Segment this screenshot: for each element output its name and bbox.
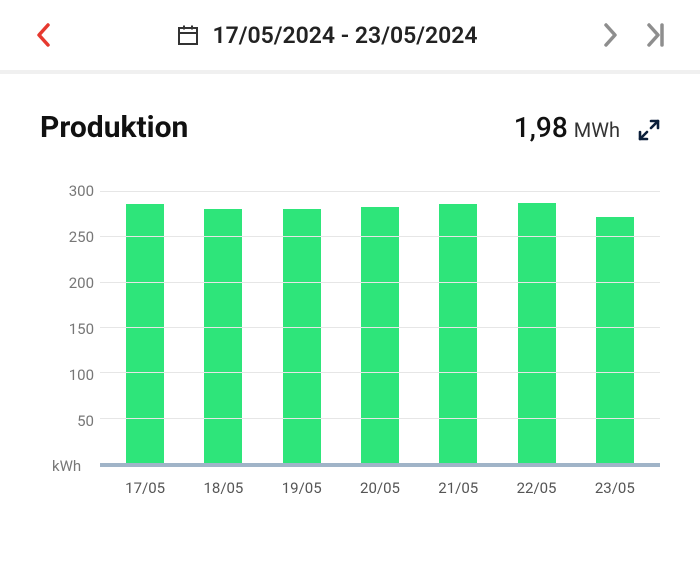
chart-plot-area bbox=[100, 173, 660, 467]
chart-y-tick-label: 100 bbox=[52, 366, 94, 384]
chart-y-tick-label: 50 bbox=[52, 412, 94, 430]
chart-gridline bbox=[100, 418, 660, 419]
chart-bar[interactable] bbox=[283, 209, 321, 463]
panel-title-row: Produktion 1,98 MWh bbox=[40, 110, 660, 145]
chart-bar[interactable] bbox=[126, 204, 164, 463]
production-panel: Produktion 1,98 MWh 50 100 150 200 250 300 kW… bbox=[0, 74, 700, 523]
expand-button[interactable] bbox=[638, 119, 660, 145]
chart-y-tick-label: 200 bbox=[52, 274, 94, 292]
chart-x-tick-label: 22/05 bbox=[507, 471, 567, 503]
chart-x-tick-label: 17/05 bbox=[115, 471, 175, 503]
chart-bar[interactable] bbox=[204, 209, 242, 463]
prev-period-button[interactable] bbox=[24, 15, 64, 55]
last-period-button[interactable] bbox=[636, 15, 676, 55]
chart-y-axis: 50 100 150 200 250 300 bbox=[52, 173, 100, 467]
chevron-right-icon bbox=[601, 22, 619, 48]
total-unit: MWh bbox=[574, 118, 620, 142]
date-nav-header: 17/05/2024 - 23/05/2024 bbox=[0, 0, 700, 74]
total-value: 1,98 bbox=[514, 111, 568, 144]
chart-y-tick-label: 300 bbox=[52, 182, 94, 200]
chevron-left-icon bbox=[35, 22, 53, 48]
date-range-text: 17/05/2024 - 23/05/2024 bbox=[212, 22, 477, 49]
chart-bars bbox=[100, 173, 660, 463]
production-bar-chart: 50 100 150 200 250 300 kWh 17/05 18/05 19/05 20/… bbox=[52, 173, 660, 503]
chart-x-tick-label: 23/05 bbox=[585, 471, 645, 503]
chart-x-tick-label: 20/05 bbox=[350, 471, 410, 503]
chart-bar[interactable] bbox=[518, 203, 556, 463]
chevron-last-icon bbox=[645, 22, 667, 48]
next-period-button[interactable] bbox=[590, 15, 630, 55]
chart-gridline bbox=[100, 282, 660, 283]
expand-icon bbox=[638, 119, 660, 141]
chart-y-tick-label: 250 bbox=[52, 228, 94, 246]
chart-x-tick-label: 19/05 bbox=[272, 471, 332, 503]
chart-x-tick-label: 18/05 bbox=[193, 471, 253, 503]
chart-y-unit: kWh bbox=[52, 457, 81, 475]
chart-y-tick-label: 150 bbox=[52, 320, 94, 338]
date-range-display[interactable]: 17/05/2024 - 23/05/2024 bbox=[64, 22, 590, 49]
chart-bar[interactable] bbox=[439, 204, 477, 463]
chart-gridline bbox=[100, 236, 660, 237]
chart-gridline bbox=[100, 191, 660, 192]
chart-x-tick-label: 21/05 bbox=[428, 471, 488, 503]
chart-bar[interactable] bbox=[596, 217, 634, 464]
chart-gridline bbox=[100, 372, 660, 373]
chart-bar[interactable] bbox=[361, 207, 399, 463]
chart-gridline bbox=[100, 327, 660, 328]
chart-x-axis: 17/05 18/05 19/05 20/05 21/05 22/05 23/05 bbox=[100, 471, 660, 503]
calendar-icon bbox=[176, 23, 200, 47]
panel-title: Produktion bbox=[40, 110, 188, 145]
